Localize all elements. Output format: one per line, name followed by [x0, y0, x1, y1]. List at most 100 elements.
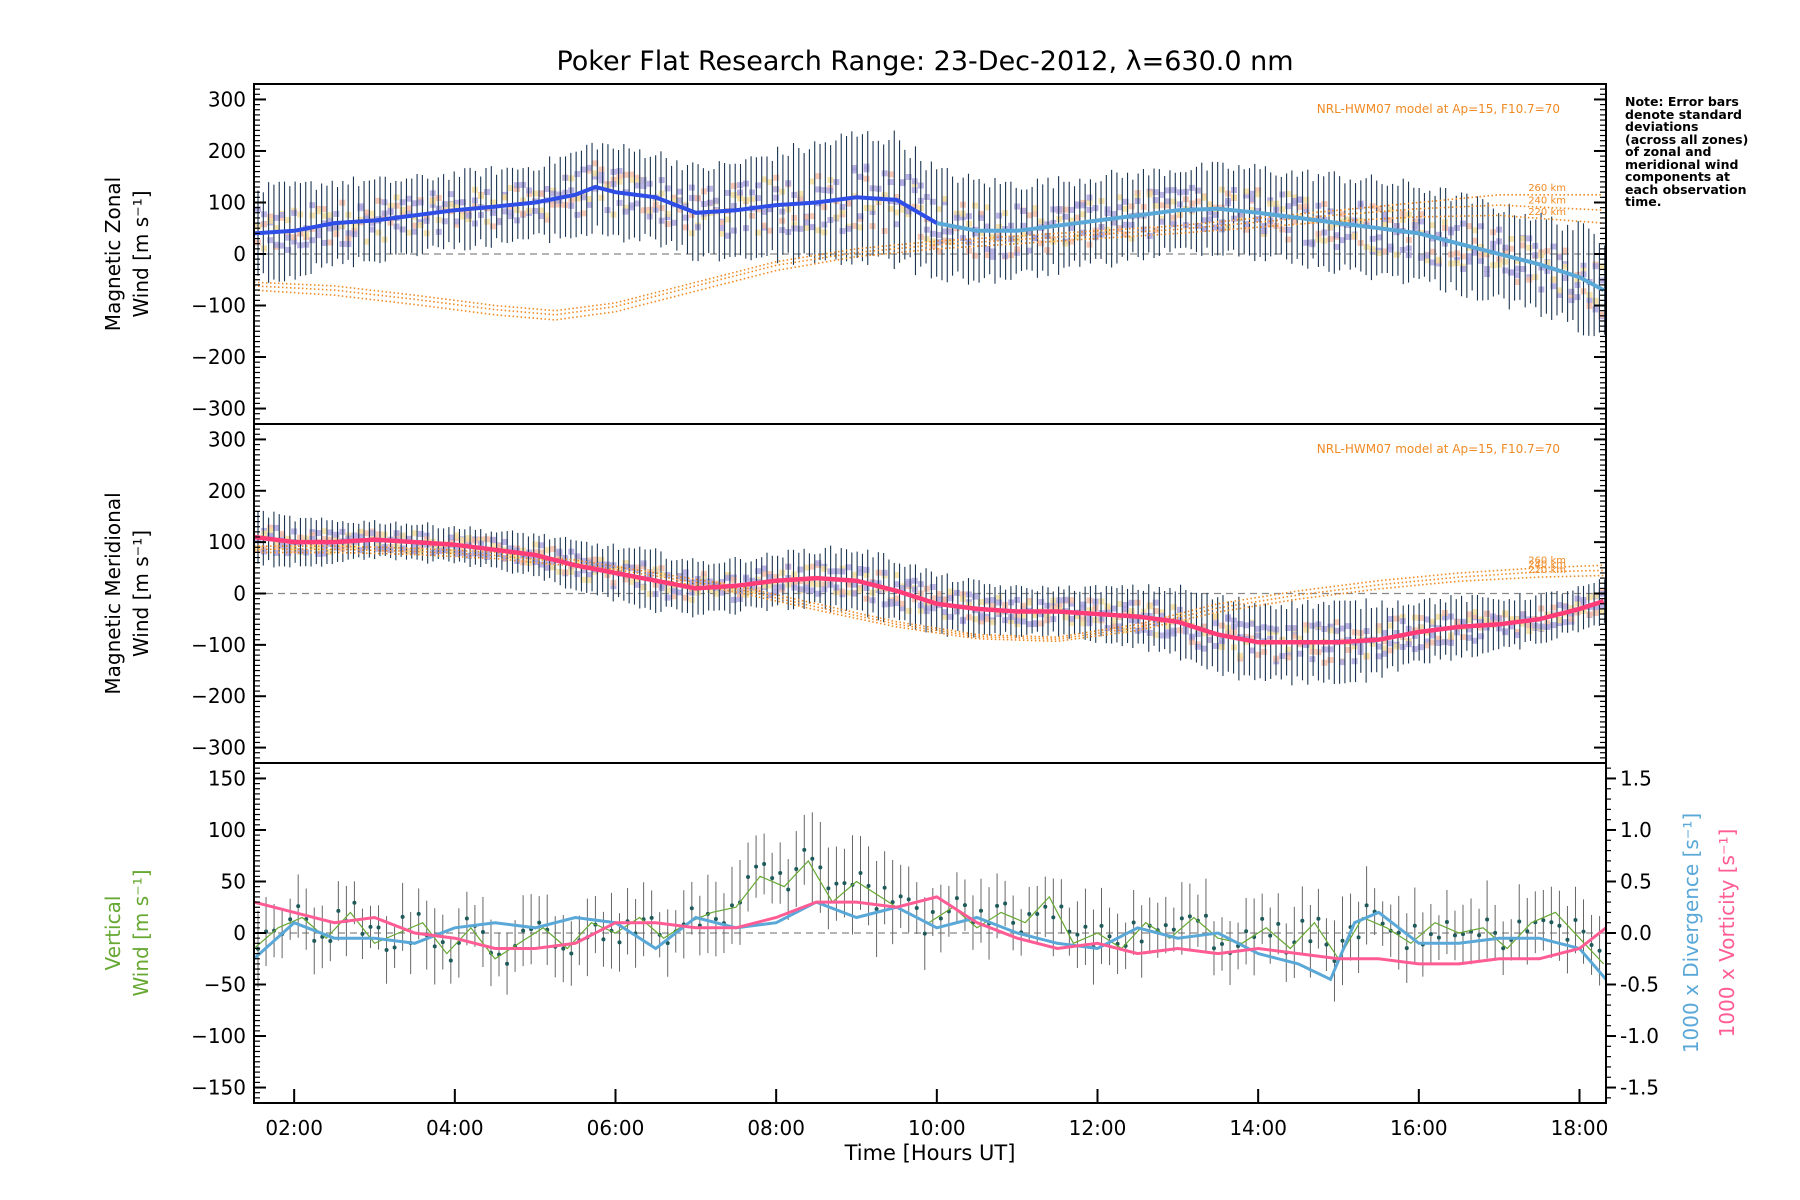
scatter-point [628, 171, 635, 178]
vertical-point [432, 944, 437, 949]
scatter-point [1369, 246, 1376, 253]
scatter-point [893, 595, 900, 602]
scatter-point [1556, 287, 1563, 294]
vertical-point [1565, 937, 1570, 942]
vertical-point [1436, 935, 1441, 940]
scatter-point [1562, 619, 1569, 626]
scatter-point [1387, 206, 1394, 213]
scatter-point [622, 576, 629, 583]
scatter-point [1393, 615, 1400, 622]
scatter-point [1206, 636, 1213, 643]
scatter-point [1351, 643, 1358, 650]
scatter-point [755, 195, 762, 202]
scatter-point [1170, 214, 1177, 221]
scatter-point [761, 176, 768, 183]
scatter-point [815, 590, 822, 597]
scatter-point [670, 588, 677, 595]
scatter-point [1466, 616, 1473, 623]
scatter-point [1544, 623, 1551, 630]
scatter-point [489, 537, 496, 544]
scatter-point [863, 595, 870, 602]
scatter-point [773, 589, 780, 596]
scatter-point [1387, 217, 1394, 224]
scatter-point [1044, 247, 1051, 254]
vertical-point [794, 867, 799, 872]
scatter-point [767, 574, 774, 581]
scatter-point [405, 210, 412, 217]
vertical-point [1525, 929, 1530, 934]
scatter-point [893, 221, 900, 228]
scatter-point [1508, 269, 1515, 276]
scatter-point [1339, 218, 1346, 225]
scatter-point [1417, 644, 1424, 651]
scatter-point [1411, 646, 1418, 653]
scatter-point [1466, 634, 1473, 641]
scatter-point [640, 584, 647, 591]
scatter-point [453, 532, 460, 539]
vertical-point [312, 938, 317, 943]
scatter-point [797, 190, 804, 197]
scatter-point [1375, 250, 1382, 257]
scatter-point [285, 550, 292, 557]
scatter-point [1592, 592, 1599, 599]
scatter-point [586, 577, 593, 584]
scatter-point [947, 613, 954, 620]
scatter-point [586, 196, 593, 203]
scatter-point [893, 572, 900, 579]
scatter-point [929, 230, 936, 237]
scatter-point [821, 586, 828, 593]
scatter-point [321, 536, 328, 543]
scatter-point [1122, 627, 1129, 634]
vertical-point [938, 916, 943, 921]
scatter-point [881, 601, 888, 608]
scatter-point [893, 193, 900, 200]
scatter-point [658, 205, 665, 212]
scatter-point [1122, 605, 1129, 612]
scatter-point [1020, 231, 1027, 238]
scatter-point [1056, 602, 1063, 609]
scatter-point [1243, 622, 1250, 629]
scatter-point [984, 597, 991, 604]
scatter-point [453, 199, 460, 206]
scatter-point [1520, 266, 1527, 273]
scatter-point [267, 524, 274, 531]
scatter-point [285, 543, 292, 550]
scatter-point [1309, 648, 1316, 655]
scatter-point [321, 206, 328, 213]
scatter-point [459, 546, 466, 553]
vertical-point [1043, 904, 1048, 909]
scatter-point [1333, 619, 1340, 626]
scatter-point [996, 234, 1003, 241]
y-tick-label: 300 [208, 87, 246, 111]
scatter-point [1441, 639, 1448, 646]
scatter-point [544, 212, 551, 219]
scatter-point [935, 231, 942, 238]
scatter-point [1484, 610, 1491, 617]
vertical-point [296, 904, 301, 909]
vertical-point [754, 864, 759, 869]
scatter-point [1086, 241, 1093, 248]
scatter-point [755, 568, 762, 575]
scatter-point [1237, 211, 1244, 218]
x-tick-label: 14:00 [1229, 1116, 1287, 1140]
scatter-point [863, 585, 870, 592]
model-altitude-label: 260 km [1528, 555, 1566, 566]
scatter-point [357, 203, 364, 210]
scatter-point [411, 222, 418, 229]
model-line-240km [254, 204, 1604, 316]
y-tick-label: −200 [191, 345, 246, 369]
scatter-point [1285, 625, 1292, 632]
scatter-point [1243, 192, 1250, 199]
scatter-point [905, 173, 912, 180]
divergence-line [254, 900, 1606, 982]
scatter-point [321, 544, 328, 551]
vertical-point [384, 947, 389, 952]
model-line-240km [254, 548, 1604, 641]
scatter-point [369, 210, 376, 217]
scatter-point [646, 591, 653, 598]
scatter-point [279, 212, 286, 219]
scatter-point [1514, 632, 1521, 639]
scatter-point [267, 527, 274, 534]
scatter-point [273, 539, 280, 546]
vertical-point [1549, 920, 1554, 925]
